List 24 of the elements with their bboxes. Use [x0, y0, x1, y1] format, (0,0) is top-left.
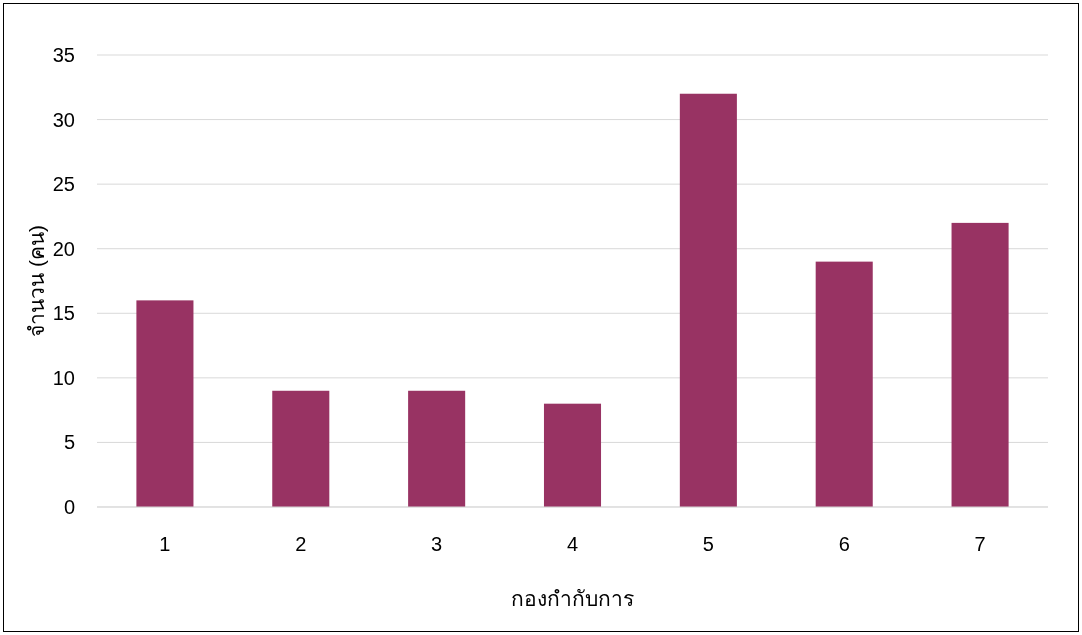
y-tick-label: 5: [63, 431, 75, 454]
y-tick-label: 35: [52, 44, 75, 66]
x-tick-label: 4: [566, 533, 579, 555]
y-tick-label: 10: [52, 366, 75, 389]
x-tick-label: 1: [159, 533, 171, 555]
bar: [951, 222, 1009, 507]
x-tick-label: 2: [295, 533, 307, 555]
y-tick-label: 30: [52, 108, 75, 131]
x-tick-label: 7: [974, 533, 986, 555]
bar: [136, 300, 194, 507]
x-tick-label: 6: [838, 533, 850, 555]
y-tick-label: 0: [63, 496, 75, 518]
y-tick-label: 25: [52, 173, 75, 196]
y-tick-label: 15: [52, 302, 75, 325]
x-tick-label: 5: [702, 533, 714, 555]
y-axis-title: จำนวน (คน): [25, 225, 48, 337]
x-axis-title: กองกำกับการ: [511, 587, 634, 610]
bar: [543, 403, 602, 507]
bar: [815, 261, 873, 507]
x-tick-label: 3: [431, 533, 443, 555]
bar: [679, 93, 737, 507]
bar: [408, 390, 466, 507]
bar: [272, 390, 330, 507]
y-tick-label: 20: [52, 237, 75, 260]
